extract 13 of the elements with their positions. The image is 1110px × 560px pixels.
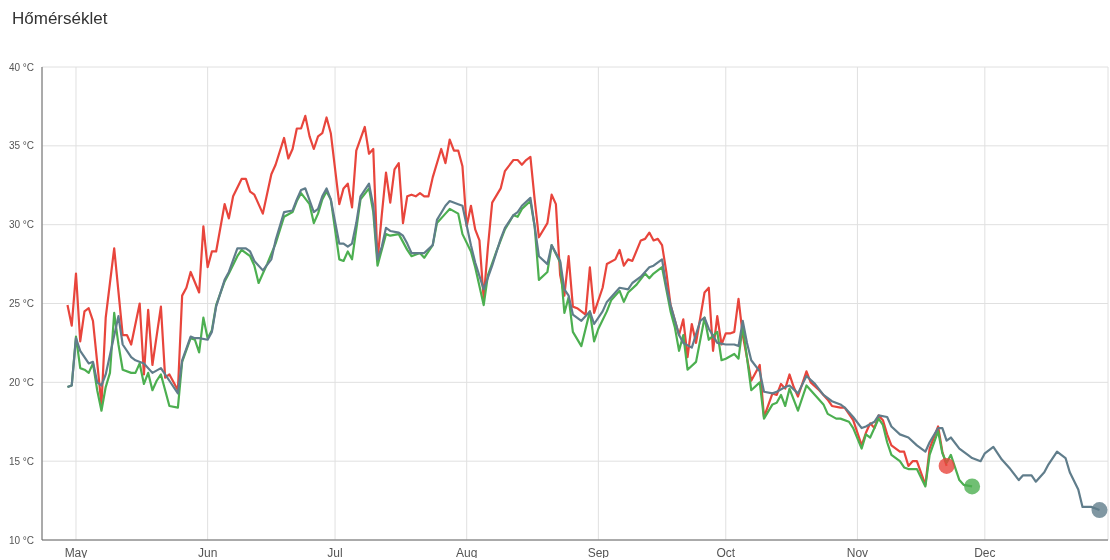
x-tick-label: Nov — [846, 545, 869, 560]
y-tick-label: 35 °C — [8, 140, 34, 152]
x-tick-label: Dec — [974, 545, 996, 560]
y-tick-label: 20 °C — [8, 376, 34, 388]
chart-title: Hőmérséklet — [12, 9, 108, 29]
y-tick-label: 15 °C — [8, 455, 34, 467]
y-tick-label: 25 °C — [8, 298, 34, 310]
x-tick-label: Oct — [716, 545, 736, 560]
y-tick-label: 10 °C — [8, 534, 34, 546]
y-tick-label: 40 °C — [8, 61, 34, 73]
x-tick-label: Jun — [197, 545, 218, 560]
y-tick-label: 30 °C — [8, 219, 34, 231]
x-tick-label: Jul — [327, 545, 343, 560]
